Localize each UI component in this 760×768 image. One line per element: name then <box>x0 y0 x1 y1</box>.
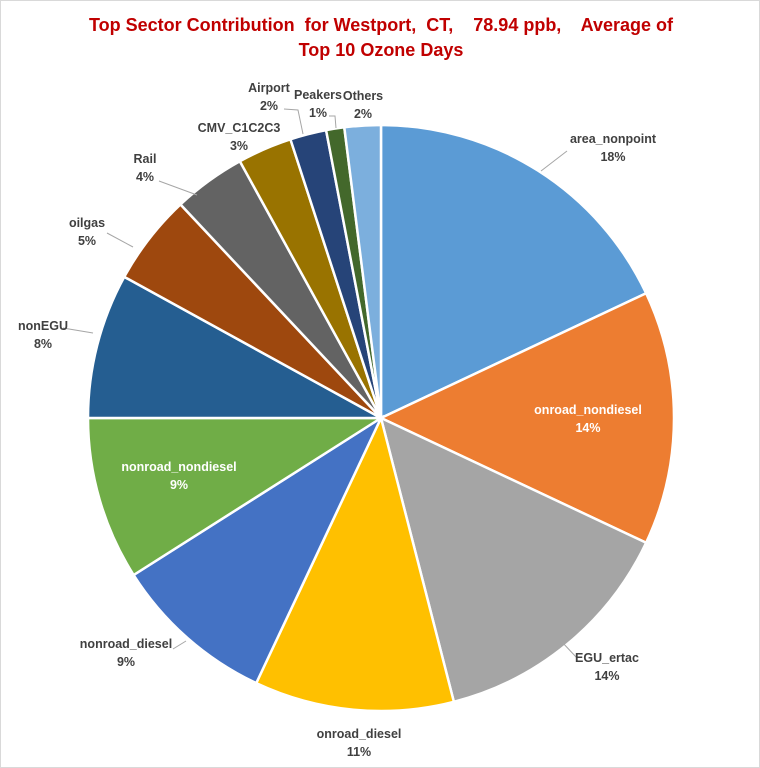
leader-line-peakers <box>329 115 337 129</box>
leader-line-rail <box>158 180 198 196</box>
pie-slice-nonroad-nondiesel <box>86 416 386 577</box>
pie-slice-nonegu <box>86 275 382 420</box>
data-label-value-airport: 2% <box>260 99 278 113</box>
data-label-value-oilgas: 5% <box>78 234 96 248</box>
data-label-name-area-nonpoint: area_nonpoint <box>570 132 657 146</box>
data-label-name-nonroad-diesel: nonroad_diesel <box>80 637 172 651</box>
data-label-name-peakers: Peakers <box>294 88 342 102</box>
leader-line-egu-ertac <box>560 640 578 659</box>
pie-slice-egu-ertac <box>379 415 648 704</box>
pie-slice-onroad-nondiesel <box>378 291 676 545</box>
data-label-name-egu-ertac: EGU_ertac <box>575 651 639 665</box>
data-label-value-onroad-nondiesel: 14% <box>575 421 600 435</box>
pie-slice-nonroad-diesel <box>131 414 384 685</box>
leader-line-oilgas <box>106 232 134 248</box>
pie-slice-area-nonpoint <box>379 123 648 420</box>
data-label-name-nonegu: nonEGU <box>18 319 68 333</box>
data-label-name-rail: Rail <box>134 152 157 166</box>
title-line-1: Top Sector Contribution for Westport, CT… <box>88 15 674 35</box>
data-label-value-rail: 4% <box>136 170 154 184</box>
pie-slice-onroad-diesel <box>254 414 456 713</box>
data-label-value-peakers: 1% <box>309 106 327 120</box>
leader-line-area-nonpoint <box>540 150 568 172</box>
data-label-value-onroad-diesel: 11% <box>347 745 371 759</box>
data-label-value-egu-ertac: 14% <box>594 669 619 683</box>
data-label-name-onroad-diesel: onroad_diesel <box>317 727 402 741</box>
data-label-name-cmv-c1c2c3: CMV_C1C2C3 <box>198 121 281 135</box>
data-label-value-nonroad-diesel: 9% <box>117 655 135 669</box>
data-label-value-nonroad-nondiesel: 9% <box>170 478 188 492</box>
data-label-value-others: 2% <box>354 107 372 121</box>
leader-line-nonroad-diesel <box>172 640 187 650</box>
data-label-value-cmv-c1c2c3: 3% <box>230 139 248 153</box>
leader-line-airport <box>283 108 304 135</box>
leader-line-nonegu <box>62 327 94 334</box>
data-label-name-nonroad-nondiesel: nonroad_nondiesel <box>121 460 236 474</box>
data-label-name-others: Others <box>343 89 383 103</box>
data-label-name-airport: Airport <box>248 81 291 95</box>
data-label-value-area-nonpoint: 18% <box>600 150 625 164</box>
chart-title: Top Sector Contribution for Westport, CT… <box>1 13 759 63</box>
data-label-value-nonegu: 8% <box>34 337 52 351</box>
title-line-2: Top 10 Ozone Days <box>298 40 464 60</box>
data-label-name-onroad-nondiesel: onroad_nondiesel <box>534 403 642 417</box>
data-label-name-oilgas: oilgas <box>69 216 105 230</box>
pie-slice-others <box>342 123 383 419</box>
